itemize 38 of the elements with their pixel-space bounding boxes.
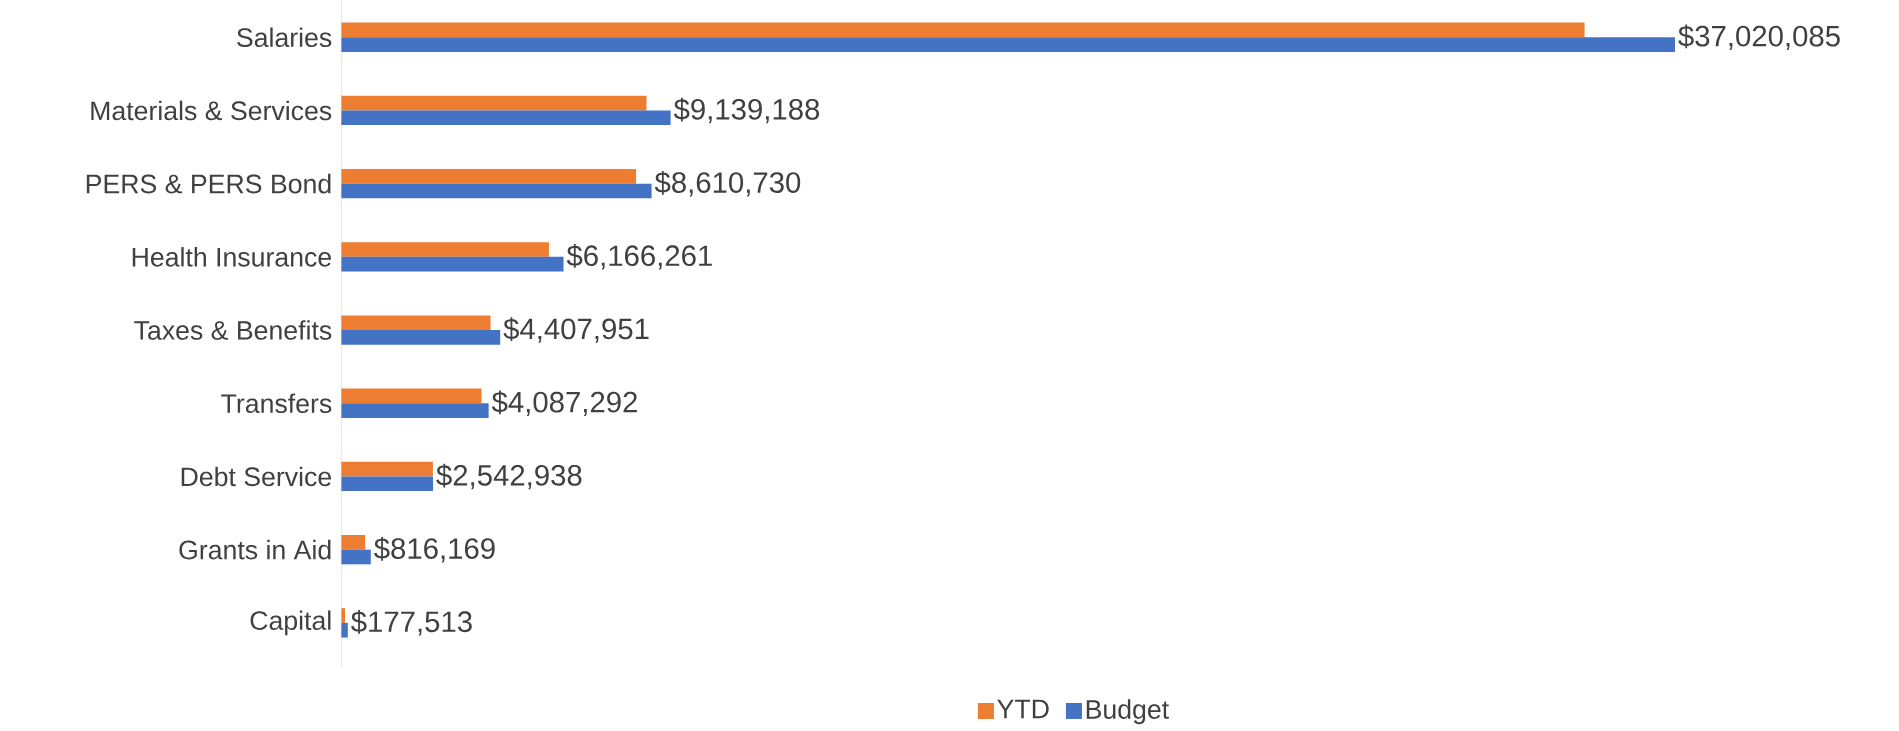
data-label: $2,542,938 [436,463,582,490]
y-tick-label: Transfers [221,393,332,414]
bar [341,403,489,419]
bar [341,37,1675,53]
bar [341,315,491,331]
data-label: $4,087,292 [491,390,637,417]
y-tick-label: Taxes & Benefits [134,320,332,340]
y-tick-label: Capital [250,610,331,636]
bar [341,535,366,550]
bar [341,110,671,126]
data-label: $37,020,085 [1678,24,1840,51]
bar [341,549,371,565]
bar [341,95,647,111]
y-tick-label: Health Insurance [132,247,331,267]
y-tick-label: Debt Service [181,466,332,487]
data-label: $6,166,261 [566,244,712,270]
bar [341,608,345,623]
y-tick-label: Salaries [237,27,332,48]
data-label: $177,513 [351,610,472,636]
y-tick-label: Grants in Aid [179,539,331,560]
bar [341,330,501,345]
legend-label: YTD [997,699,1049,719]
data-label: $8,610,730 [654,171,801,197]
y-tick-label: PERS & PERS Bond [86,173,331,194]
data-label: $4,407,951 [503,317,649,343]
bar [341,476,434,492]
bar [341,22,1585,38]
bar [341,388,482,404]
bar [341,256,564,272]
bar [341,622,348,638]
data-label: $816,169 [374,537,495,563]
bar [341,183,652,199]
data-label: $9,139,188 [673,97,820,124]
bar [341,461,433,477]
legend-label: Budget [1086,699,1169,725]
y-tick-label: Materials & Services [91,100,332,121]
bar [341,169,637,184]
bar [341,242,549,257]
